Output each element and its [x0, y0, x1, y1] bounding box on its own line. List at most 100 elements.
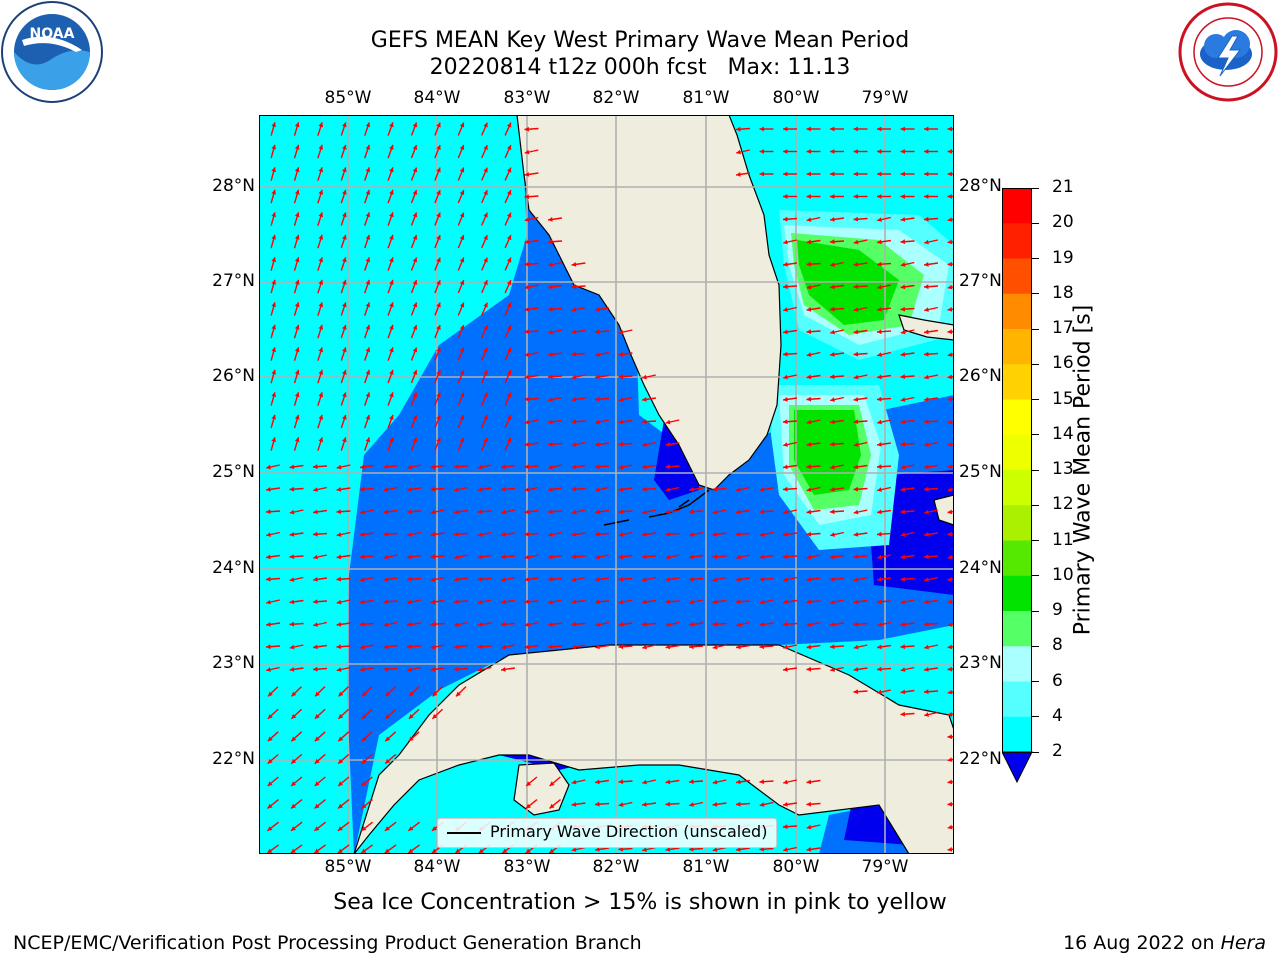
wave-arrow [340, 212, 347, 226]
wave-arrow [641, 599, 657, 605]
wave-arrow [293, 144, 300, 159]
wave-arrow [782, 824, 798, 830]
wave-arrow [947, 487, 954, 492]
wave-arrow [759, 487, 774, 492]
wave-arrow [947, 599, 954, 605]
wave-arrow [618, 622, 633, 627]
colorbar-tick-mark [1032, 645, 1039, 647]
wave-arrow [270, 324, 276, 339]
wave-arrow [406, 554, 422, 560]
colorbar-tick-mark [1032, 222, 1039, 224]
wave-arrow [829, 554, 845, 560]
wave-arrow [453, 599, 469, 605]
wave-arrow [430, 486, 445, 492]
wave-arrow [337, 844, 350, 854]
wave-arrow [317, 324, 324, 339]
wave-arrow [504, 167, 512, 181]
wave-arrow [524, 216, 539, 222]
wave-arrow [547, 441, 563, 447]
wave-arrow [947, 261, 954, 267]
wave-arrow [364, 414, 371, 429]
wave-arrow [293, 437, 300, 451]
wave-arrow [340, 324, 347, 339]
wave-arrow [360, 576, 374, 582]
wave-arrow [293, 257, 300, 271]
wave-arrow [947, 801, 954, 807]
colorbar-tick-mark [1032, 504, 1039, 506]
colorbar-tick-label: 6 [1052, 670, 1063, 691]
wave-arrow [829, 239, 845, 245]
wave-arrow [947, 352, 954, 357]
wave-arrow [387, 437, 394, 451]
wave-arrow [782, 262, 798, 267]
wave-arrow [900, 464, 915, 470]
wave-arrow [501, 509, 515, 515]
wave-arrow [759, 846, 774, 852]
wave-arrow [359, 464, 375, 470]
wave-arrow [387, 212, 394, 226]
wave-arrow [712, 846, 727, 852]
wave-arrow [453, 531, 469, 537]
wave-arrow [688, 487, 704, 492]
wave-arrow [900, 644, 915, 650]
wave-arrow [410, 189, 418, 204]
wave-arrow [547, 284, 563, 290]
wave-arrow [547, 509, 563, 515]
wave-arrow [314, 753, 326, 765]
wave-arrow [410, 347, 418, 361]
wave-arrow [406, 576, 422, 582]
colorbar-band [1002, 716, 1032, 753]
wave-arrow [434, 144, 441, 159]
wave-arrow [504, 414, 512, 429]
colorbar-outline [1002, 188, 1032, 753]
wave-arrow [338, 686, 349, 697]
wave-arrow [337, 799, 350, 809]
wave-arrow [290, 753, 303, 765]
wave-arrow [642, 374, 656, 380]
wave-arrow [410, 212, 418, 226]
wave-arrow [314, 708, 326, 720]
wave-arrow [594, 329, 610, 335]
wave-arrow [340, 167, 347, 181]
wave-arrow [618, 396, 633, 402]
wave-arrow [735, 172, 751, 177]
lon-label-top: 82°W [592, 88, 640, 108]
wave-arrow [923, 621, 939, 627]
wave-arrow [267, 799, 279, 809]
wave-arrow [688, 622, 704, 627]
wave-arrow [877, 689, 891, 695]
wave-arrow [571, 486, 586, 492]
wave-arrow [457, 234, 465, 249]
wave-arrow [642, 846, 656, 852]
wave-arrow [641, 419, 657, 425]
wave-arrow [457, 392, 465, 406]
colorbar-tick-label: 17 [1052, 318, 1074, 338]
wave-arrow [434, 234, 441, 249]
wave-arrow [853, 419, 868, 425]
wave-arrow [387, 257, 394, 271]
wave-arrow [571, 509, 586, 515]
wave-arrow [594, 442, 610, 447]
wave-arrow [947, 622, 954, 627]
wave-arrow [571, 532, 586, 537]
wave-arrow [782, 486, 798, 492]
wave-arrow [266, 464, 280, 470]
wave-arrow [548, 329, 562, 335]
wave-arrow [923, 689, 939, 695]
wave-arrow [500, 599, 516, 605]
land-cuba [353, 644, 954, 854]
wave-arrow [383, 464, 398, 470]
wave-arrow [947, 419, 954, 425]
wave-arrow [266, 666, 280, 672]
wave-arrow [571, 329, 586, 335]
wave-arrow [736, 486, 750, 492]
wave-arrow [270, 392, 276, 406]
wave-arrow [877, 171, 891, 177]
wave-arrow [853, 262, 868, 267]
colorbar-tick-label: 18 [1052, 282, 1074, 303]
wave-arrow [340, 144, 347, 159]
wave-arrow [364, 369, 371, 384]
colorbar-band [1002, 364, 1032, 400]
wave-arrow [782, 351, 798, 357]
wave-arrow [806, 216, 821, 222]
